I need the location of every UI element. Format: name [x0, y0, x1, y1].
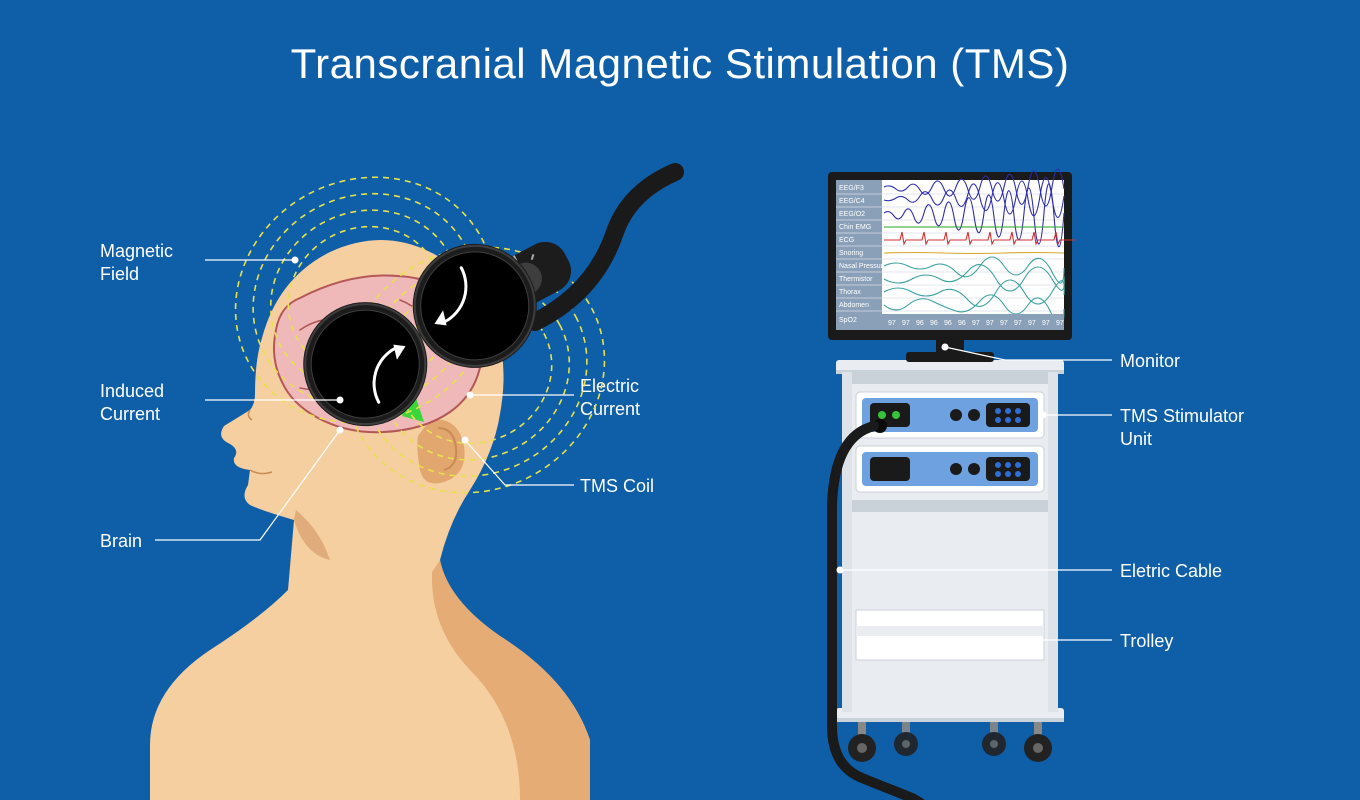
- callout-lines: [155, 257, 1112, 644]
- channel-label: EEG/O2: [839, 211, 865, 218]
- label-tms-stimulator-unit: TMS Stimulator Unit: [1120, 405, 1244, 450]
- label-brain: Brain: [100, 530, 142, 553]
- spo2-value: 96: [958, 320, 966, 327]
- trolley-wheel: [894, 722, 918, 756]
- spo2-value: 97: [1042, 320, 1050, 327]
- label-tms-coil: TMS Coil: [580, 475, 654, 498]
- label-trolley: Trolley: [1120, 630, 1173, 653]
- equipment-trolley: [836, 360, 1064, 762]
- label-electric-current: Electric Current: [580, 375, 640, 420]
- label-monitor: Monitor: [1120, 350, 1180, 373]
- electric-cable: [832, 426, 942, 800]
- channel-label: Nasal Pressure: [839, 263, 887, 270]
- spo2-value: 97: [986, 320, 994, 327]
- channel-label: Thermistor: [839, 276, 873, 283]
- label-electric-cable: Eletric Cable: [1120, 560, 1222, 583]
- channel-label: Chin EMG: [839, 224, 871, 231]
- channel-label: SpO2: [839, 317, 857, 324]
- trolley-wheel: [1024, 722, 1052, 762]
- label-induced-current: Induced Current: [100, 380, 164, 425]
- channel-label: Abdomen: [839, 302, 869, 309]
- tms-stimulator-unit: [856, 392, 1044, 492]
- channel-label: Thorax: [839, 289, 861, 296]
- tms-coil-illustration: [268, 114, 737, 489]
- spo2-value: 97: [888, 320, 896, 327]
- page-title: Transcranial Magnetic Stimulation (TMS): [0, 40, 1360, 88]
- channel-label: Snoring: [839, 250, 863, 257]
- channel-label: ECG: [839, 237, 854, 244]
- spo2-value: 97: [1056, 320, 1064, 327]
- channel-label: EEG/C4: [839, 198, 865, 205]
- spo2-value: 96: [916, 320, 924, 327]
- spo2-value: 97: [972, 320, 980, 327]
- spo2-value: 97: [1028, 320, 1036, 327]
- channel-label: EEG/F3: [839, 185, 864, 192]
- spo2-value: 96: [944, 320, 952, 327]
- diagram-canvas: EEG/F3 EEG/C4 EEG/O2 Chin EMG ECG Snorin…: [0, 0, 1360, 800]
- head-illustration: [150, 240, 590, 800]
- brain-illustration: [274, 275, 483, 432]
- induced-current-arrow: [334, 398, 424, 422]
- spo2-value: 97: [1000, 320, 1008, 327]
- label-magnetic-field: Magnetic Field: [100, 240, 173, 285]
- trolley-wheel: [982, 722, 1006, 756]
- spo2-value: 97: [902, 320, 910, 327]
- trolley-wheel: [848, 722, 876, 762]
- spo2-value: 97: [1014, 320, 1022, 327]
- spo2-value: 96: [930, 320, 938, 327]
- monitor-illustration: EEG/F3 EEG/C4 EEG/O2 Chin EMG ECG Snorin…: [828, 169, 1076, 362]
